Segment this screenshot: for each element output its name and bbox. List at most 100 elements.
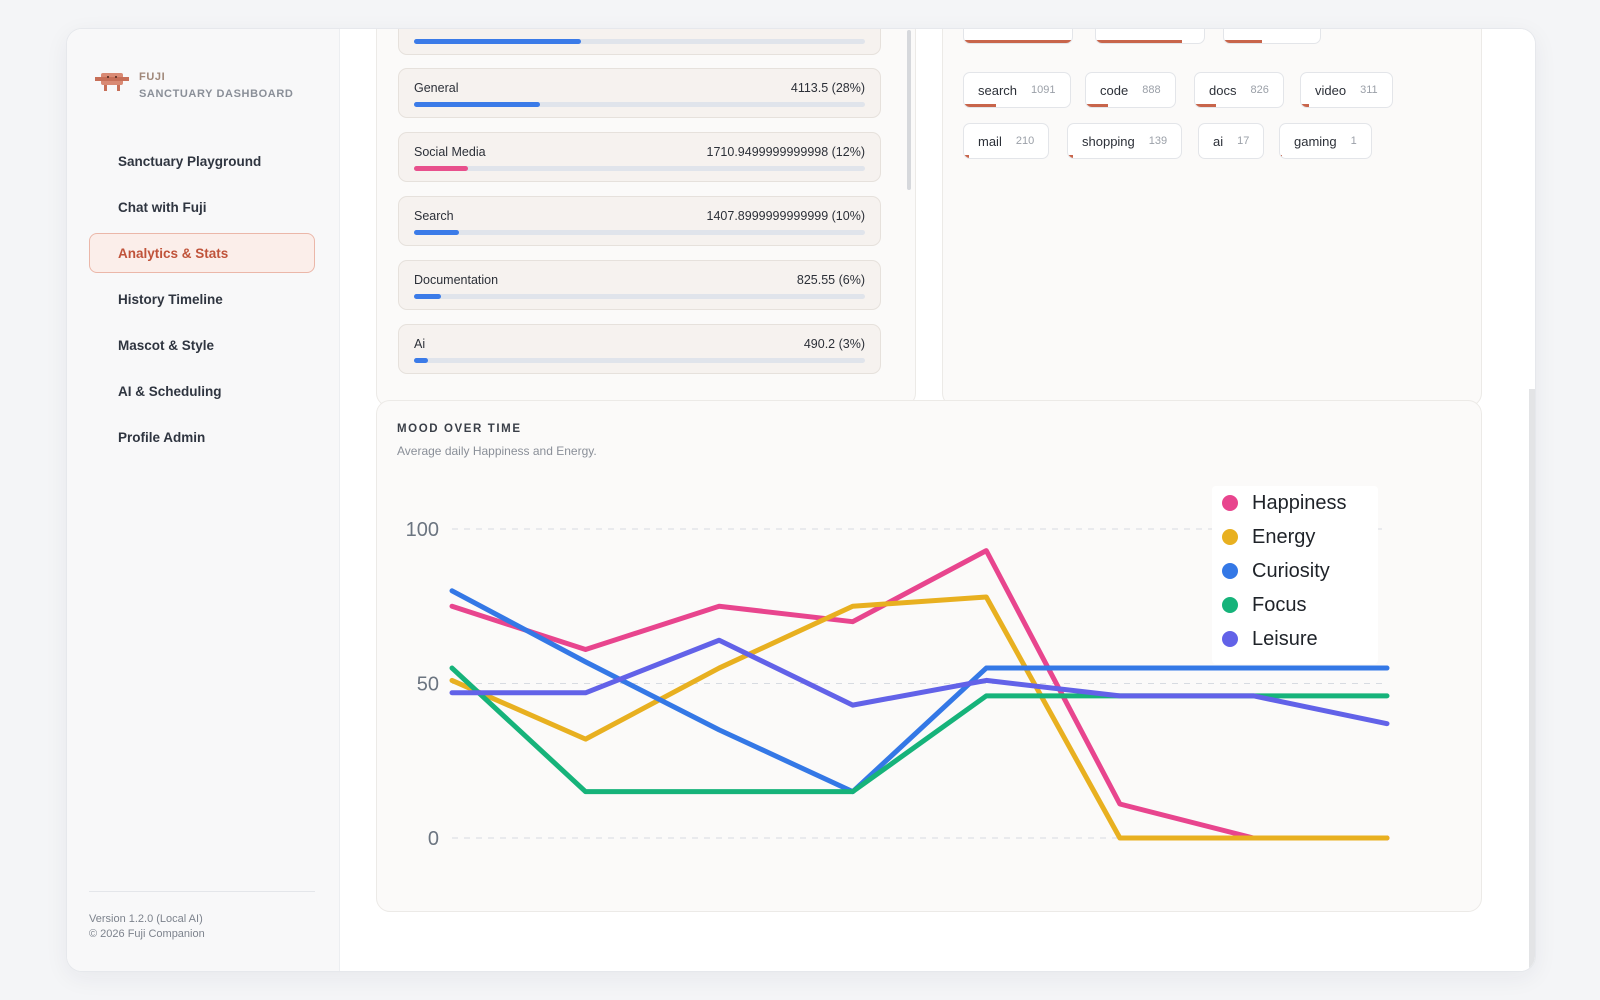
tag-gaming[interactable]: gaming 1 xyxy=(1279,123,1372,159)
category-row-social-media: Social Media 1710.9499999999998 (12%) xyxy=(398,132,881,182)
category-track xyxy=(414,166,865,171)
sidebar-item-ai-scheduling[interactable]: AI & Scheduling xyxy=(118,383,222,399)
tag-name: video xyxy=(1315,82,1347,98)
category-row-search: Search 1407.8999999999999 (10%) xyxy=(398,196,881,246)
mood-chart-subtitle: Average daily Happiness and Energy. xyxy=(397,444,597,458)
legend-item-leisure[interactable]: Leisure xyxy=(1212,622,1378,656)
legend-dot-icon xyxy=(1222,563,1238,579)
tag-code[interactable]: code 888 xyxy=(1085,72,1176,108)
series-line-energy xyxy=(449,594,1390,841)
brand-subtitle: SANCTUARY DASHBOARD xyxy=(139,88,294,100)
sidebar-item-analytics-stats[interactable]: Analytics & Stats xyxy=(89,233,315,273)
category-bar xyxy=(414,230,460,235)
series-line-happiness xyxy=(449,548,1390,841)
sidebar-footer: Version 1.2.0 (Local AI) © 2026 Fuji Com… xyxy=(89,912,205,942)
main-content: General 4113.5 (28%) Social Media 1710.9… xyxy=(340,29,1535,971)
tag-docs[interactable]: docs 826 xyxy=(1194,72,1284,108)
category-bar xyxy=(414,166,469,171)
sidebar: FUJI SANCTUARY DASHBOARD Sanctuary Playg… xyxy=(67,29,340,971)
legend-dot-icon xyxy=(1222,529,1238,545)
legend-label: Curiosity xyxy=(1252,559,1330,582)
sidebar-divider xyxy=(89,891,315,892)
category-row-general: General 4113.5 (28%) xyxy=(398,68,881,118)
tag-name: shopping xyxy=(1082,133,1135,149)
category-track xyxy=(414,230,865,235)
tag-bar xyxy=(1068,155,1073,158)
category-value: 1710.9499999999998 (12%) xyxy=(706,145,865,159)
category-row-documentation: Documentation 825.55 (6%) xyxy=(398,260,881,310)
y-tick-label: 50 xyxy=(417,674,439,696)
tags-card: search 1091 code 888 docs 826 video 311 mail… xyxy=(942,29,1482,407)
legend-dot-icon xyxy=(1222,631,1238,647)
legend-item-happiness[interactable]: Happiness xyxy=(1212,486,1378,520)
category-label: Documentation xyxy=(414,273,499,287)
category-label: Ai xyxy=(414,337,426,351)
sidebar-item-profile-admin[interactable]: Profile Admin xyxy=(118,429,206,445)
fuji-logo-icon xyxy=(95,73,129,91)
tag-name: ai xyxy=(1213,133,1224,149)
tag-bar xyxy=(1301,104,1310,107)
category-track xyxy=(414,294,865,299)
tag-count: 311 xyxy=(1360,84,1378,96)
legend-item-curiosity[interactable]: Curiosity xyxy=(1212,554,1378,588)
tag-chip[interactable] xyxy=(1223,29,1321,44)
tag-count: 888 xyxy=(1142,84,1161,96)
series-line-curiosity xyxy=(449,588,1390,795)
tag-count: 17 xyxy=(1237,135,1250,147)
tag-bar xyxy=(1199,155,1201,158)
y-tick-label: 100 xyxy=(406,519,439,541)
category-label: Social Media xyxy=(414,145,486,159)
tag-bar xyxy=(1280,155,1282,158)
legend-label: Focus xyxy=(1252,593,1307,616)
category-row xyxy=(398,29,881,55)
category-label: General xyxy=(414,81,459,95)
brand-name: FUJI xyxy=(139,71,166,83)
category-breakdown-card: General 4113.5 (28%) Social Media 1710.9… xyxy=(376,29,916,407)
tag-chip[interactable] xyxy=(1095,29,1205,44)
legend-label: Happiness xyxy=(1252,491,1347,514)
tag-count: 139 xyxy=(1148,135,1168,147)
legend-label: Leisure xyxy=(1252,627,1318,650)
sidebar-item-history-timeline[interactable]: History Timeline xyxy=(118,291,223,307)
chart-legend: Happiness Energy Curiosity Focus Leisure xyxy=(1212,486,1378,664)
category-bar xyxy=(414,102,541,107)
category-row-ai: Ai 490.2 (3%) xyxy=(398,324,881,374)
app-window: FUJI SANCTUARY DASHBOARD Sanctuary Playg… xyxy=(66,28,1536,972)
category-label: Search xyxy=(414,209,454,223)
tag-bar xyxy=(964,155,970,158)
tag-ai[interactable]: ai 17 xyxy=(1198,123,1265,159)
series-line-leisure xyxy=(449,637,1390,727)
category-track xyxy=(414,39,865,44)
mood-chart-title: MOOD OVER TIME xyxy=(397,423,522,435)
tag-count: 210 xyxy=(1015,135,1035,147)
category-scrollbar[interactable] xyxy=(907,30,911,190)
category-track xyxy=(414,358,865,363)
tag-count: 1091 xyxy=(1031,84,1056,96)
sidebar-item-chat-with-fuji[interactable]: Chat with Fuji xyxy=(118,199,207,215)
tag-chip[interactable] xyxy=(963,29,1073,44)
sidebar-nav: Sanctuary Playground Chat with Fuji Anal… xyxy=(89,141,315,463)
tag-name: search xyxy=(978,82,1018,98)
legend-item-focus[interactable]: Focus xyxy=(1212,588,1378,622)
copyright-text: © 2026 Fuji Companion xyxy=(89,928,205,940)
category-bar xyxy=(414,39,581,44)
tag-search[interactable]: search 1091 xyxy=(963,72,1071,108)
sidebar-item-mascot-style[interactable]: Mascot & Style xyxy=(118,337,215,353)
category-value: 490.2 (3%) xyxy=(803,337,865,351)
mood-over-time-card: MOOD OVER TIME Average daily Happiness a… xyxy=(376,400,1482,912)
legend-item-energy[interactable]: Energy xyxy=(1212,520,1378,554)
tag-bar xyxy=(1086,104,1109,107)
tag-name: docs xyxy=(1209,82,1237,98)
tag-name: code xyxy=(1100,82,1129,98)
main-scrollbar[interactable] xyxy=(1529,389,1535,971)
version-text: Version 1.2.0 (Local AI) xyxy=(89,913,203,925)
tag-mail[interactable]: mail 210 xyxy=(963,123,1050,159)
tag-count: 1 xyxy=(1350,135,1357,147)
category-bar xyxy=(414,358,428,363)
tag-count: 826 xyxy=(1250,84,1269,96)
sidebar-item-sanctuary-playground[interactable]: Sanctuary Playground xyxy=(118,153,262,169)
y-tick-label: 0 xyxy=(428,828,439,850)
tag-shopping[interactable]: shopping 139 xyxy=(1067,123,1183,159)
tag-video[interactable]: video 311 xyxy=(1300,72,1393,108)
tag-name: gaming xyxy=(1294,133,1337,149)
